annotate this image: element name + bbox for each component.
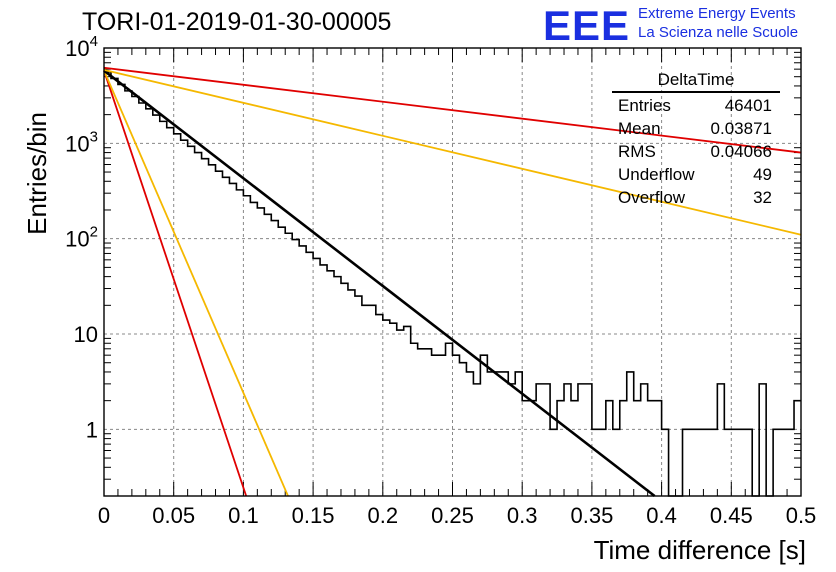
stats-value: 32 (753, 188, 772, 207)
stats-label: Underflow (618, 165, 695, 184)
y-tick-label: 102 (65, 224, 98, 252)
x-tick-label: 0.2 (368, 503, 399, 528)
x-tick-label: 0 (98, 503, 110, 528)
x-tick-label: 0.15 (292, 503, 335, 528)
stats-value: 46401 (724, 96, 772, 115)
fit-line-red (103, 66, 802, 154)
stats-value: 0.04066 (710, 142, 772, 161)
stats-row-mean: Mean 0.03871 (612, 117, 780, 140)
stats-row-underflow: Underflow 49 (612, 163, 780, 186)
x-tick-label: 0.3 (507, 503, 538, 528)
x-tick-label: 0.5 (786, 503, 817, 528)
y-tick-label: 10 (74, 322, 98, 347)
stats-value: 49 (753, 165, 772, 184)
plot-frame (103, 47, 802, 497)
x-tick-label: 0.25 (431, 503, 474, 528)
logo-line-2: La Scienza nelle Scuole (638, 24, 799, 41)
stats-row-overflow: Overflow 32 (612, 186, 780, 209)
y-tick-label: 1 (86, 417, 98, 442)
x-tick-label: 0.05 (152, 503, 195, 528)
x-tick-label: 0.1 (228, 503, 259, 528)
eee-logo: EEE (543, 2, 631, 49)
x-axis-label: Time difference [s] (593, 535, 806, 565)
stats-label: RMS (618, 142, 656, 161)
stats-box: DeltaTime Entries 46401 Mean 0.03871 RMS… (612, 70, 780, 209)
fit-line-black (103, 69, 656, 498)
x-tick-label: 0.45 (710, 503, 753, 528)
logo-line-1: Extreme Energy Events (638, 5, 796, 22)
stats-label: Mean (618, 119, 661, 138)
fit-line-orange (103, 68, 802, 236)
stats-label: Entries (618, 96, 671, 115)
stats-row-entries: Entries 46401 (612, 94, 780, 117)
chart-title: TORI-01-2019-01-30-00005 (82, 8, 392, 36)
x-tick-label: 0.4 (646, 503, 677, 528)
fit-line-red (103, 70, 248, 497)
x-tick-label: 0.35 (570, 503, 613, 528)
y-axis-label: Entries/bin (22, 112, 52, 235)
stats-label: Overflow (618, 188, 686, 207)
stats-row-rms: RMS 0.04066 (612, 140, 780, 163)
fit-line-orange (103, 70, 289, 497)
histogram-series (104, 71, 801, 497)
stats-value: 0.03871 (710, 119, 772, 138)
y-tick-label: 103 (65, 128, 98, 156)
stats-title: DeltaTime (612, 70, 780, 93)
y-tick-label: 104 (65, 33, 98, 61)
